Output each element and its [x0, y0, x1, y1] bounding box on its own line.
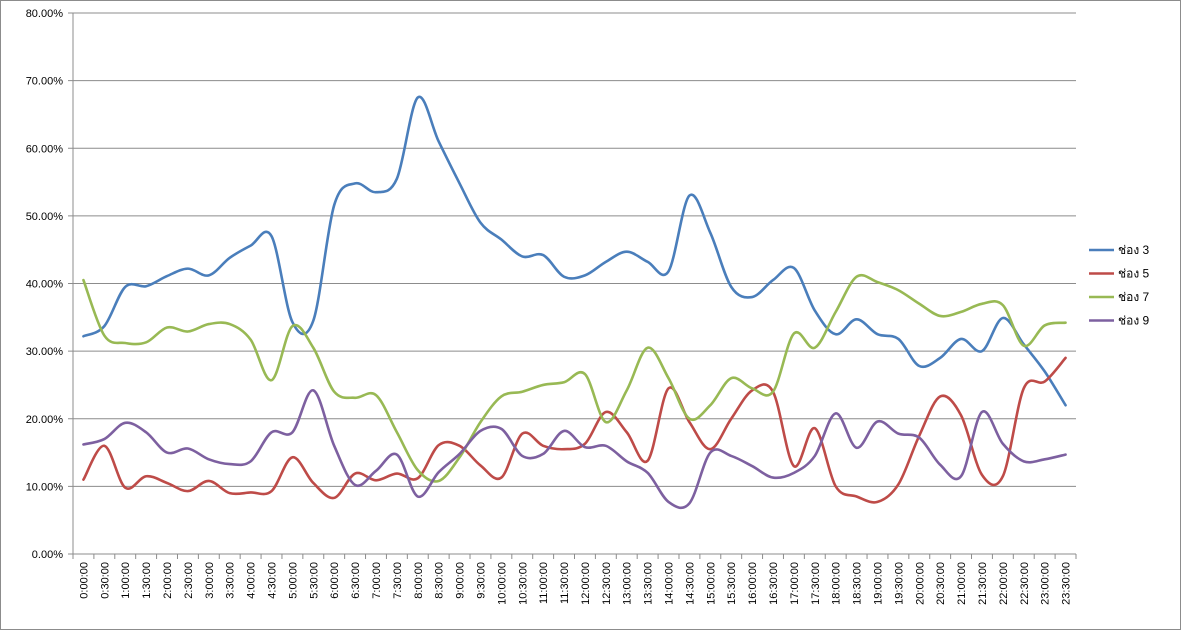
y-tick-label: 0.00% — [32, 549, 63, 561]
x-tick-label: 15:30:00 — [726, 562, 738, 605]
x-tick-label: 0:30:00 — [99, 562, 111, 599]
x-tick-label: 3:30:00 — [225, 562, 237, 599]
x-tick-label: 12:30:00 — [601, 562, 613, 605]
x-tick-label: 13:30:00 — [643, 562, 655, 605]
x-tick-label: 6:30:00 — [350, 562, 362, 599]
legend-label: ช่อง 9 — [1118, 314, 1150, 328]
gridlines — [73, 12, 1076, 487]
series-line-4 — [82, 389, 1067, 510]
series-lines — [82, 95, 1067, 510]
x-tick-label: 12:00:00 — [580, 562, 592, 605]
x-tick-label: 18:30:00 — [852, 562, 864, 605]
y-tick-label: 80.00% — [26, 8, 64, 20]
x-tick-label: 14:00:00 — [664, 562, 676, 605]
y-tick-label: 60.00% — [26, 143, 64, 155]
series-line-2 — [82, 356, 1067, 504]
x-tick-label: 13:00:00 — [622, 562, 634, 605]
x-tick-label: 17:30:00 — [810, 562, 822, 605]
x-tick-label: 23:00:00 — [1040, 562, 1052, 605]
x-tick-label: 9:00:00 — [455, 562, 467, 599]
x-tick-label: 10:30:00 — [517, 562, 529, 605]
x-tick-label: 20:00:00 — [914, 562, 926, 605]
x-tick-label: 1:00:00 — [120, 562, 132, 599]
x-tick-label: 22:00:00 — [998, 562, 1010, 605]
x-tick-label: 0:00:00 — [78, 562, 90, 599]
x-tick-label: 14:30:00 — [684, 562, 696, 605]
x-tick-label: 15:00:00 — [705, 562, 717, 605]
legend-label: ช่อง 5 — [1118, 267, 1150, 281]
x-tick-label: 5:30:00 — [308, 562, 320, 599]
x-tick-label: 2:00:00 — [162, 562, 174, 599]
x-tick-label: 20:30:00 — [935, 562, 947, 605]
x-tick-label: 9:30:00 — [475, 562, 487, 599]
series-line-3 — [82, 273, 1067, 483]
x-tick-label: 21:00:00 — [956, 562, 968, 605]
x-tick-label: 17:00:00 — [789, 562, 801, 605]
y-tick-label: 50.00% — [26, 211, 64, 223]
x-tick-label: 3:00:00 — [204, 562, 216, 599]
x-tick-label: 11:30:00 — [559, 562, 571, 604]
x-tick-label: 7:30:00 — [392, 562, 404, 599]
legend-label: ช่อง 7 — [1118, 290, 1150, 304]
y-tick-label: 40.00% — [26, 279, 64, 291]
y-axis-tick-labels: 0.00% 10.00% 20.00% 30.00% 40.00% 50.00% 60.00… — [26, 8, 73, 561]
legend-label: ช่อง 3 — [1118, 243, 1150, 257]
series-line-1 — [82, 95, 1067, 407]
x-tick-label: 8:30:00 — [434, 562, 446, 599]
x-tick-label: 4:30:00 — [267, 562, 279, 599]
x-tick-label: 5:00:00 — [287, 562, 299, 599]
x-axis-tick-labels: 0:00:00 0:30:00 1:00:00 1:30:00 2:00:00 2:30:… — [72, 554, 1077, 605]
x-tick-label: 19:00:00 — [872, 562, 884, 605]
x-tick-label: 1:30:00 — [141, 562, 153, 599]
x-tick-label: 6:00:00 — [329, 562, 341, 599]
x-tick-label: 16:30:00 — [768, 562, 780, 605]
y-tick-label: 70.00% — [26, 76, 64, 88]
x-tick-label: 7:00:00 — [371, 562, 383, 599]
x-tick-label: 8:00:00 — [413, 562, 425, 599]
x-tick-label: 2:30:00 — [183, 562, 195, 599]
y-tick-label: 10.00% — [26, 481, 64, 493]
x-tick-label: 10:00:00 — [496, 562, 508, 605]
y-tick-label: 20.00% — [26, 414, 64, 426]
x-tick-label: 19:30:00 — [893, 562, 905, 605]
legend: ช่อง 3 ช่อง 5 ช่อง 7 ช่อง 9 — [1089, 243, 1150, 328]
x-tick-label: 4:00:00 — [246, 562, 258, 599]
x-tick-label: 16:00:00 — [747, 562, 759, 605]
x-tick-label: 18:00:00 — [831, 562, 843, 605]
x-tick-label: 23:30:00 — [1061, 562, 1073, 605]
x-tick-label: 22:30:00 — [1019, 562, 1031, 605]
x-tick-label: 21:30:00 — [977, 562, 989, 605]
y-tick-label: 30.00% — [26, 346, 64, 358]
x-tick-label: 11:00:00 — [538, 562, 550, 604]
